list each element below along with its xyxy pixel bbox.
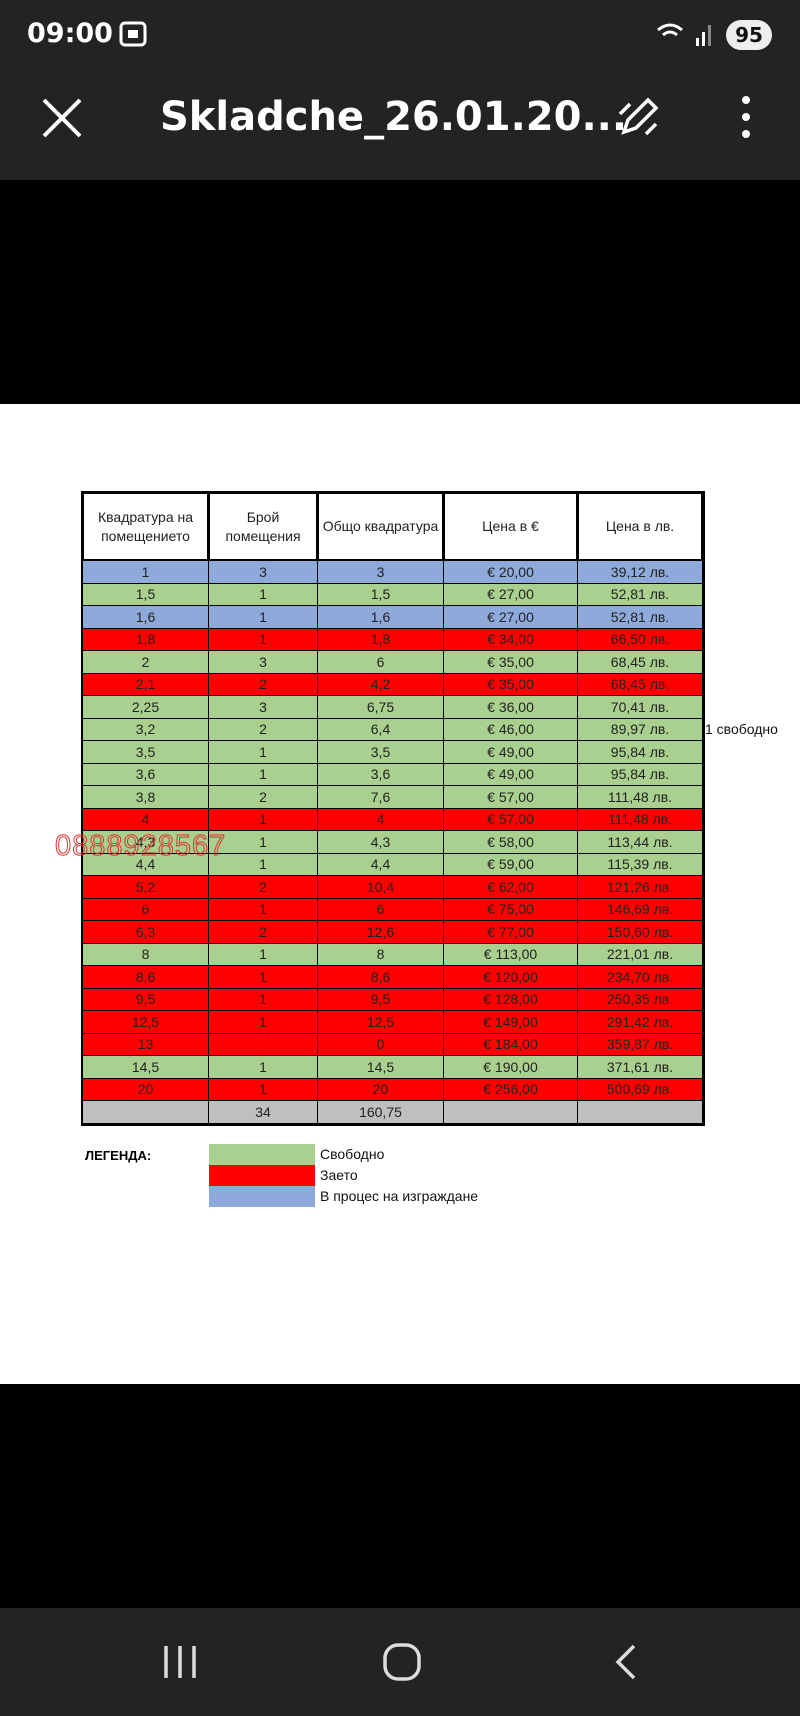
table-cell: 221,01 лв. xyxy=(577,942,703,966)
legend-swatch xyxy=(209,1144,315,1165)
table-cell: 14,5 xyxy=(317,1055,444,1079)
table-border xyxy=(81,491,705,1126)
table-cell: 66,50 лв. xyxy=(577,627,703,651)
time: 09:00 xyxy=(27,18,113,49)
edit-button[interactable] xyxy=(616,94,662,140)
table-cell: 250,35 лв. xyxy=(577,987,703,1011)
table-cell: 95,84 лв. xyxy=(577,762,703,786)
table-cell: 150,60 лв. xyxy=(577,920,703,944)
nav-bar xyxy=(0,1608,800,1716)
table-cell: € 27,00 xyxy=(443,605,578,629)
total-cell: 160,75 xyxy=(317,1100,444,1124)
battery: 95 xyxy=(726,20,772,50)
table-cell: 371,61 лв. xyxy=(577,1055,703,1079)
table-cell: € 57,00 xyxy=(443,807,578,831)
table-cell: 9,5 xyxy=(317,987,444,1011)
legend-label: Свободно xyxy=(320,1146,385,1162)
table-cell: € 58,00 xyxy=(443,830,578,854)
table-cell: 359,87 лв. xyxy=(577,1032,703,1056)
close-button[interactable] xyxy=(40,96,84,140)
table-cell: 500,69 лв. xyxy=(577,1077,703,1101)
watermark: 0888928567 xyxy=(54,830,227,863)
app-bar: Skladche_26.01.20... xyxy=(0,60,800,180)
table-cell: 12,6 xyxy=(317,920,444,944)
table-cell: 111,48 лв. xyxy=(577,807,703,831)
back-button[interactable] xyxy=(612,1642,642,1682)
table-cell: 12,5 xyxy=(82,1010,209,1034)
file-title: Skladche_26.01.20... xyxy=(160,94,628,140)
table-cell: 20 xyxy=(317,1077,444,1101)
recents-button[interactable] xyxy=(160,1642,200,1682)
table-cell: 20 xyxy=(82,1077,209,1101)
legend-label: В процес на изграждане xyxy=(320,1188,479,1204)
total-cell xyxy=(577,1100,703,1124)
home-button[interactable] xyxy=(380,1640,424,1684)
table-cell: € 128,00 xyxy=(443,987,578,1011)
table-cell: 146,69 лв. xyxy=(577,897,703,921)
table-cell: 6,4 xyxy=(317,717,444,741)
table-cell: € 113,00 xyxy=(443,942,578,966)
header-cell: Общо квадратура xyxy=(317,492,444,561)
legend-swatch xyxy=(209,1186,315,1207)
legend-label: Заето xyxy=(320,1167,358,1183)
table-cell: 121,26 лв. xyxy=(577,875,703,899)
table-cell: € 59,00 xyxy=(443,852,578,876)
row-note: 1 свободно xyxy=(705,720,778,737)
table-cell: 52,81 лв. xyxy=(577,605,703,629)
header-cell: Цена в лв. xyxy=(577,492,703,561)
status-bar: 09:00 95 xyxy=(0,0,800,60)
table-cell: 89,97 лв. xyxy=(577,717,703,741)
legend-title: ЛЕГЕНДА: xyxy=(85,1148,152,1163)
more-button[interactable] xyxy=(736,94,756,144)
legend-swatch xyxy=(209,1165,315,1186)
table-cell: € 184,00 xyxy=(443,1032,578,1056)
document: Квадратура на помещението Брой помещения О… xyxy=(0,404,800,1384)
signal-icons xyxy=(657,23,711,46)
table-cell: 6,75 xyxy=(317,695,444,719)
total-cell: 34 xyxy=(208,1100,318,1124)
screenshot-icon xyxy=(119,21,147,47)
table-cell: 70,41 лв. xyxy=(577,695,703,719)
table-cell: 291,42 лв. xyxy=(577,1010,703,1034)
table-cell: 68,45 лв. xyxy=(577,672,703,696)
